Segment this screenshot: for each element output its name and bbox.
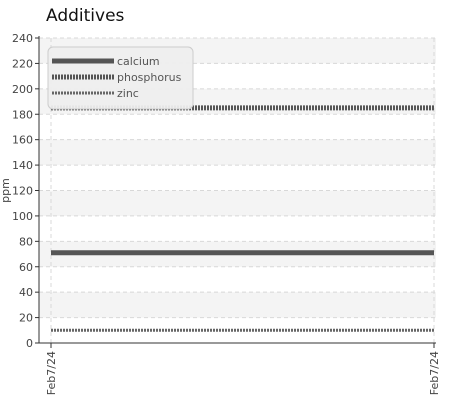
y-tick-label: 100	[12, 210, 33, 223]
y-tick-label: 40	[19, 286, 33, 299]
plot-band	[39, 292, 436, 318]
y-tick-label: 160	[12, 134, 33, 147]
y-tick-label: 120	[12, 185, 33, 198]
legend-label-zinc: zinc	[117, 87, 139, 100]
y-axis-title: ppm	[0, 178, 12, 203]
y-tick-label: 180	[12, 108, 33, 121]
legend-label-calcium: calcium	[117, 55, 160, 68]
y-tick-label: 20	[19, 312, 33, 325]
y-tick-label: 240	[12, 32, 33, 45]
chart-title: Additives	[46, 6, 125, 26]
plot-band	[39, 139, 436, 166]
plot-band	[39, 190, 436, 216]
y-tick-label: 80	[19, 235, 33, 248]
y-tick-label: 60	[19, 261, 33, 274]
legend-label-phosphorus: phosphorus	[117, 71, 182, 84]
y-tick-label: 0	[26, 337, 33, 350]
x-tick-label: Feb7/24	[45, 351, 58, 395]
y-tick-label: 220	[12, 57, 33, 70]
x-tick-label: Feb7/24	[428, 351, 441, 395]
y-tick-label: 140	[12, 159, 33, 172]
y-tick-label: 200	[12, 83, 33, 96]
